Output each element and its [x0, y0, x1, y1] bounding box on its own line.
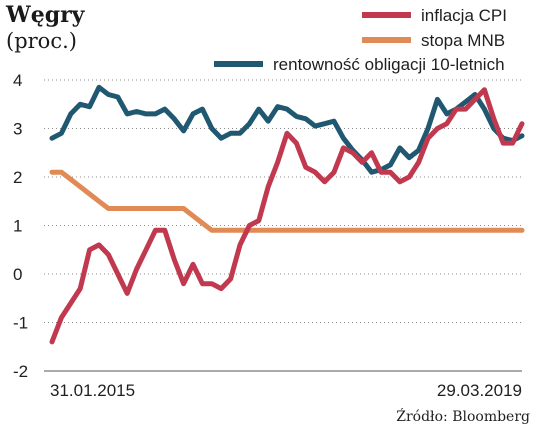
y-tick-label: 2: [13, 168, 22, 187]
chart-title: Węgry: [5, 2, 86, 28]
series-line-bonds: [49, 84, 525, 175]
y-tick-label: 1: [13, 217, 22, 236]
x-start-label: 31.01.2015: [50, 381, 135, 400]
y-tick-label: -1: [13, 314, 28, 333]
legend-label-cpi: inflacja CPI: [421, 6, 507, 25]
legend: inflacja CPI stopa MNB rentowność obliga…: [214, 6, 507, 74]
series-lines: [49, 84, 525, 345]
y-axis: 4 3 2 1 0 -1 -2: [13, 71, 28, 381]
series-line-cpi: [49, 87, 525, 345]
y-tick-label: 4: [13, 71, 22, 90]
chart-subtitle: (proc.): [6, 29, 77, 53]
y-tick-label: 0: [13, 265, 22, 284]
legend-label-bonds: rentowność obligacji 10-letnich: [273, 55, 505, 74]
y-tick-label: -2: [13, 362, 28, 381]
x-end-label: 29.03.2019: [437, 381, 522, 400]
legend-label-mnb: stopa MNB: [421, 31, 505, 50]
source-note: Źródło: Bloomberg: [396, 407, 530, 425]
y-tick-label: 3: [13, 120, 22, 139]
series-line-mnb: [49, 169, 525, 233]
